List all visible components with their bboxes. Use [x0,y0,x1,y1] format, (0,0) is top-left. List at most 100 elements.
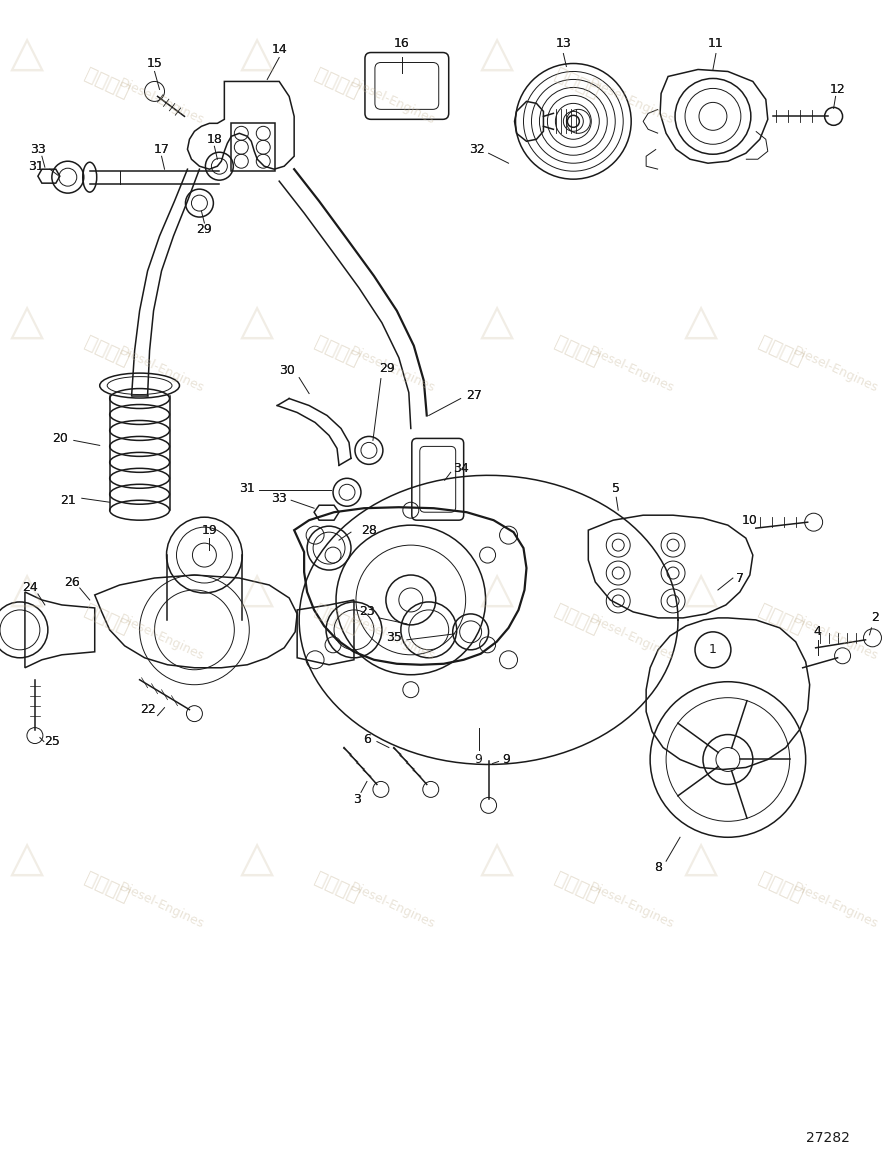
Text: Diesel-Engines: Diesel-Engines [117,880,206,931]
Text: Diesel-Engines: Diesel-Engines [117,613,206,663]
Text: 1: 1 [709,643,716,656]
Text: 33: 33 [271,492,287,505]
Text: 27: 27 [465,389,481,402]
Text: △: △ [240,32,275,75]
Text: Diesel-Engines: Diesel-Engines [791,613,880,663]
Text: 16: 16 [394,37,409,50]
Text: 9: 9 [503,753,511,766]
Text: 24: 24 [22,581,37,595]
Text: 紫发动力: 紫发动力 [312,869,362,906]
Text: 紫发动力: 紫发动力 [756,869,806,906]
Text: 27: 27 [465,389,481,402]
Text: 32: 32 [469,143,484,155]
Text: △: △ [480,568,514,611]
Text: 23: 23 [359,606,375,618]
Text: △: △ [684,836,718,879]
Text: 23: 23 [359,606,375,618]
Text: 22: 22 [140,703,156,717]
Text: 紫发动力: 紫发动力 [312,601,362,638]
Text: 4: 4 [813,625,821,638]
Text: 21: 21 [60,493,76,506]
Text: 5: 5 [612,482,620,494]
Text: 10: 10 [742,513,757,527]
Text: Diesel-Engines: Diesel-Engines [587,76,676,126]
Text: △: △ [10,32,44,75]
Text: Diesel-Engines: Diesel-Engines [587,613,676,663]
Text: 26: 26 [64,575,80,588]
Text: 9: 9 [474,753,482,766]
Text: 29: 29 [197,222,213,235]
Text: 紫发动力: 紫发动力 [81,64,132,102]
Text: 紫发动力: 紫发动力 [552,333,603,369]
Text: 紫发动力: 紫发动力 [552,601,603,638]
Text: 26: 26 [64,575,80,588]
Text: 紫发动力: 紫发动力 [81,601,132,638]
Text: Diesel-Engines: Diesel-Engines [587,880,676,931]
Text: 13: 13 [555,37,571,50]
Text: 19: 19 [201,524,217,537]
Text: 紫发动力: 紫发动力 [552,64,603,102]
Text: 12: 12 [829,83,845,96]
Text: 33: 33 [30,143,45,155]
Text: 14: 14 [271,43,287,56]
Text: 13: 13 [555,37,571,50]
Text: 18: 18 [206,133,222,146]
Text: 紫发动力: 紫发动力 [312,64,362,102]
Text: 28: 28 [361,524,376,537]
Text: 22: 22 [140,703,156,717]
Text: 8: 8 [654,860,662,873]
Text: 30: 30 [279,364,295,378]
Text: 11: 11 [708,37,724,50]
Text: 35: 35 [386,631,401,644]
Text: 2: 2 [871,611,879,624]
Text: △: △ [10,568,44,611]
Text: 8: 8 [654,860,662,873]
Text: 14: 14 [271,43,287,56]
Text: 7: 7 [736,572,744,584]
Text: △: △ [240,568,275,611]
Text: 29: 29 [379,362,395,375]
Text: 30: 30 [279,364,295,378]
Text: Diesel-Engines: Diesel-Engines [117,344,206,395]
Text: Diesel-Engines: Diesel-Engines [587,344,676,395]
Text: 11: 11 [708,37,724,50]
Text: Diesel-Engines: Diesel-Engines [347,880,437,931]
Text: △: △ [240,836,275,879]
Text: Diesel-Engines: Diesel-Engines [791,344,880,395]
Text: 紫发动力: 紫发动力 [756,333,806,369]
Text: 25: 25 [44,735,60,748]
Text: △: △ [480,300,514,343]
Text: 29: 29 [379,362,395,375]
Text: △: △ [240,300,275,343]
Text: Diesel-Engines: Diesel-Engines [347,76,437,126]
Text: Diesel-Engines: Diesel-Engines [347,613,437,663]
Text: 16: 16 [394,37,409,50]
Text: 31: 31 [239,482,255,494]
Text: △: △ [684,300,718,343]
Text: 3: 3 [353,793,361,805]
Text: 5: 5 [612,482,620,494]
Text: 紫发动力: 紫发动力 [81,333,132,369]
Text: 10: 10 [742,513,757,527]
Text: 6: 6 [363,733,371,746]
Text: 3: 3 [353,793,361,805]
Text: 33: 33 [271,492,287,505]
Text: 紫发动力: 紫发动力 [81,869,132,906]
Text: △: △ [480,32,514,75]
Text: 17: 17 [154,143,169,155]
Text: 21: 21 [60,493,76,506]
Text: 9: 9 [503,753,511,766]
Text: 17: 17 [154,143,169,155]
Text: 35: 35 [386,631,401,644]
Text: 20: 20 [52,431,68,445]
Text: Diesel-Engines: Diesel-Engines [791,880,880,931]
Text: 24: 24 [22,581,37,595]
Text: 15: 15 [147,57,163,70]
Text: △: △ [10,300,44,343]
Text: 29: 29 [197,222,213,235]
Text: Diesel-Engines: Diesel-Engines [117,76,206,126]
Text: 15: 15 [147,57,163,70]
Text: 紫发动力: 紫发动力 [756,601,806,638]
Text: 33: 33 [30,143,45,155]
Text: 34: 34 [453,462,468,475]
